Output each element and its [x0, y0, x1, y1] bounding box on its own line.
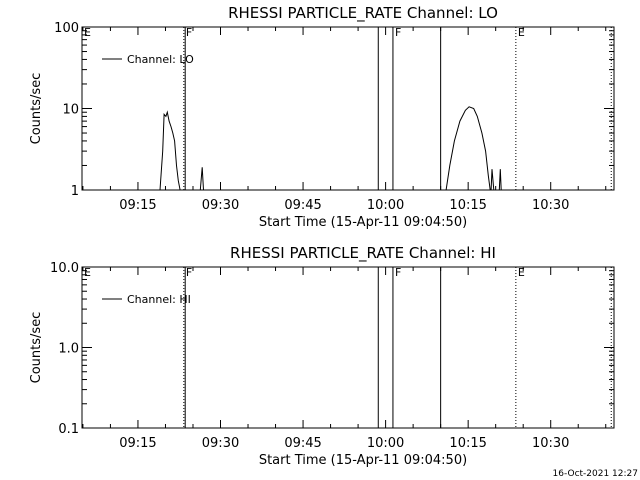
y-tick-label: 1 [71, 184, 79, 199]
panel-hi: RHESSI PARTICLE_RATE Channel: HI Counts/s… [29, 244, 615, 468]
y-axis-label: Counts/sec [29, 312, 44, 384]
x-tick-label: 10:00 [367, 436, 404, 451]
y-tick-label: 10 [62, 103, 79, 118]
x-axis-label: Start Time (15-Apr-11 09:04:50) [259, 215, 467, 230]
y-tick-label: 100 [54, 21, 79, 36]
event-marker-label: F [186, 26, 192, 39]
x-tick-label: 10:15 [449, 198, 486, 213]
y-tick-label: 0.1 [58, 422, 79, 437]
footer-timestamp: 16-Oct-2021 12:27 [553, 469, 638, 479]
panel-lo: RHESSI PARTICLE_RATE Channel: LO Counts/s… [29, 4, 615, 230]
x-axis-label: Start Time (15-Apr-11 09:04:50) [259, 453, 467, 468]
x-tick-label: 09:45 [284, 198, 321, 213]
x-tick-label: 09:15 [119, 436, 156, 451]
series-line [159, 106, 502, 191]
x-tick-label: 09:45 [284, 436, 321, 451]
x-tick-label: 09:30 [202, 436, 239, 451]
x-tick-label: 10:00 [367, 198, 404, 213]
x-tick-label: 10:30 [532, 436, 569, 451]
event-marker-label: F [186, 266, 192, 279]
y-tick-label: 10.0 [50, 261, 79, 276]
chart-title: RHESSI PARTICLE_RATE Channel: LO [228, 4, 498, 23]
x-tick-label: 10:15 [449, 436, 486, 451]
plot-frame [81, 266, 615, 429]
x-tick-label: 09:15 [119, 198, 156, 213]
y-tick-label: 1.0 [58, 342, 79, 357]
event-marker-label: E [518, 266, 525, 279]
event-marker-label: F [395, 26, 401, 39]
y-axis-label: Counts/sec [29, 73, 44, 145]
legend-entry: Channel: HI [127, 293, 191, 306]
legend-entry: Channel: LO [127, 53, 194, 66]
event-marker-label: F [395, 266, 401, 279]
x-tick-label: 09:30 [202, 198, 239, 213]
chart-title: RHESSI PARTICLE_RATE Channel: HI [230, 244, 496, 263]
x-tick-label: 10:30 [532, 198, 569, 213]
event-marker-label: E [84, 266, 91, 279]
event-marker-label: E [518, 26, 525, 39]
event-marker-label: E [84, 26, 91, 39]
